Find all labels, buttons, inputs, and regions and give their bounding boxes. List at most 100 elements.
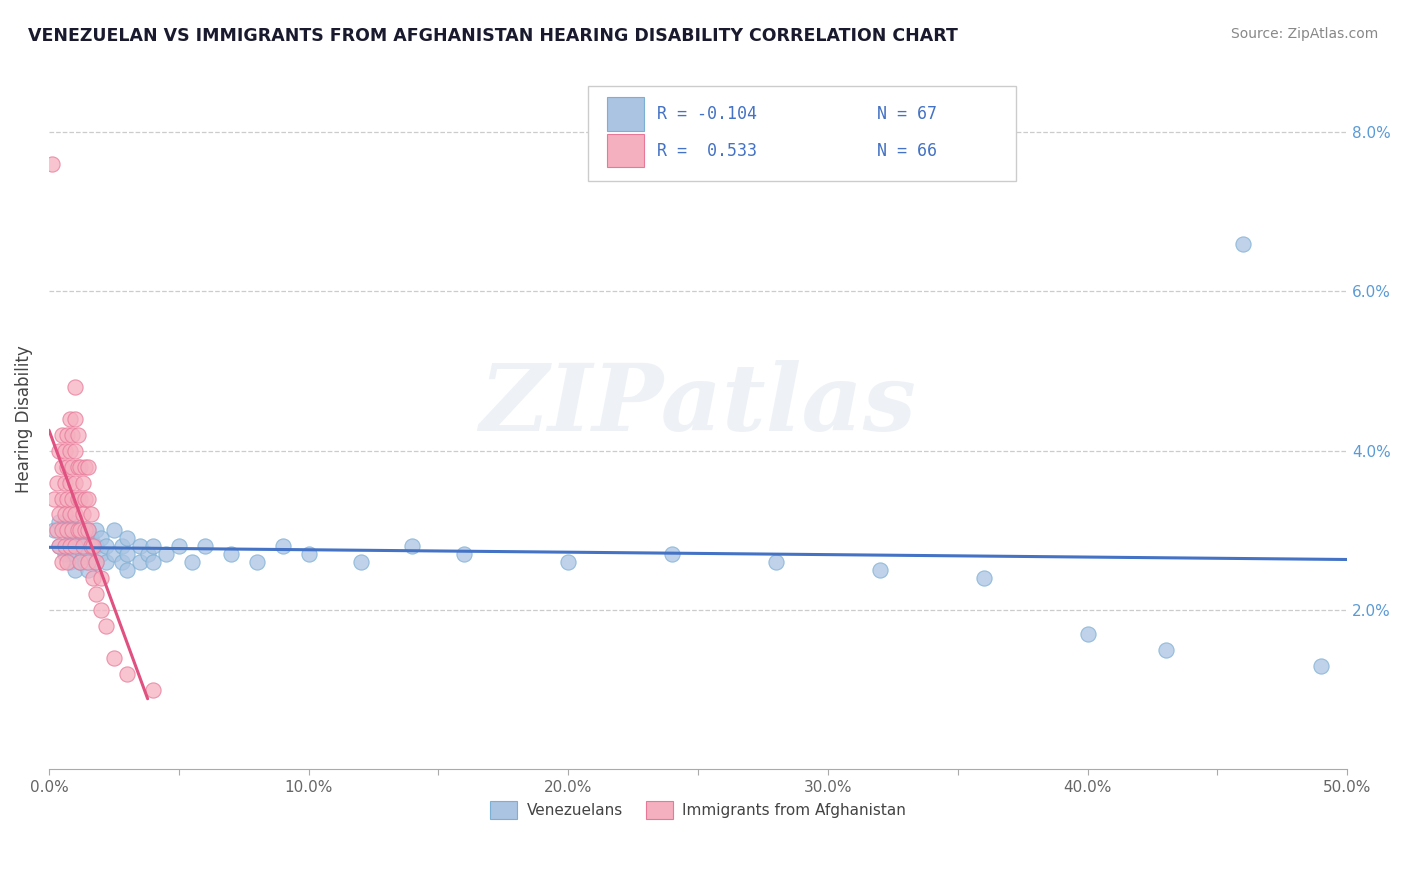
Point bbox=[48, 516, 70, 530]
Point bbox=[66, 524, 89, 538]
Point bbox=[53, 539, 76, 553]
Point bbox=[48, 539, 70, 553]
Point bbox=[90, 547, 112, 561]
Point bbox=[142, 555, 165, 569]
Point bbox=[56, 539, 79, 553]
Point bbox=[69, 555, 91, 569]
Point bbox=[557, 555, 579, 569]
Point bbox=[59, 539, 82, 553]
Point bbox=[51, 459, 73, 474]
Point bbox=[136, 547, 159, 561]
Point bbox=[63, 443, 86, 458]
Point bbox=[1077, 627, 1099, 641]
Point bbox=[56, 427, 79, 442]
FancyBboxPatch shape bbox=[588, 86, 1017, 181]
Point bbox=[56, 555, 79, 569]
Point bbox=[765, 555, 787, 569]
Point bbox=[75, 539, 97, 553]
Point bbox=[56, 524, 79, 538]
Point bbox=[53, 516, 76, 530]
Point bbox=[60, 532, 83, 546]
Point bbox=[84, 587, 107, 601]
Point bbox=[84, 555, 107, 569]
Point bbox=[59, 443, 82, 458]
Point bbox=[56, 524, 79, 538]
Point bbox=[155, 547, 177, 561]
Point bbox=[63, 524, 86, 538]
Point bbox=[69, 555, 91, 569]
Point bbox=[194, 539, 217, 553]
Point bbox=[401, 539, 423, 553]
Point bbox=[103, 524, 125, 538]
Point bbox=[94, 555, 117, 569]
Point bbox=[111, 539, 134, 553]
Point bbox=[82, 539, 104, 553]
Legend: Venezuelans, Immigrants from Afghanistan: Venezuelans, Immigrants from Afghanistan bbox=[484, 795, 912, 825]
Text: N = 67: N = 67 bbox=[877, 105, 938, 123]
Point bbox=[90, 603, 112, 617]
Point bbox=[128, 539, 150, 553]
Point bbox=[59, 539, 82, 553]
Point bbox=[60, 524, 83, 538]
Point bbox=[77, 563, 100, 577]
Point bbox=[48, 508, 70, 522]
Point bbox=[84, 524, 107, 538]
Point bbox=[77, 459, 100, 474]
Point bbox=[69, 524, 91, 538]
Point bbox=[59, 555, 82, 569]
Point bbox=[41, 157, 63, 171]
Point bbox=[115, 532, 138, 546]
Point bbox=[180, 555, 202, 569]
Point bbox=[1154, 643, 1177, 657]
Bar bbox=[607, 134, 644, 168]
Point bbox=[75, 555, 97, 569]
Point bbox=[79, 508, 101, 522]
Point bbox=[66, 532, 89, 546]
Y-axis label: Hearing Disability: Hearing Disability bbox=[15, 345, 32, 492]
Point bbox=[72, 547, 94, 561]
Point bbox=[90, 532, 112, 546]
Point bbox=[973, 571, 995, 585]
Point bbox=[869, 563, 891, 577]
Point bbox=[1310, 658, 1333, 673]
Point bbox=[56, 459, 79, 474]
Point bbox=[219, 547, 242, 561]
Point bbox=[77, 555, 100, 569]
Point bbox=[51, 555, 73, 569]
Text: R = -0.104: R = -0.104 bbox=[657, 105, 756, 123]
Text: VENEZUELAN VS IMMIGRANTS FROM AFGHANISTAN HEARING DISABILITY CORRELATION CHART: VENEZUELAN VS IMMIGRANTS FROM AFGHANISTA… bbox=[28, 27, 957, 45]
Point bbox=[103, 650, 125, 665]
Point bbox=[60, 459, 83, 474]
Point bbox=[72, 532, 94, 546]
Text: ZIPatlas: ZIPatlas bbox=[479, 359, 917, 450]
Point bbox=[103, 547, 125, 561]
Point bbox=[82, 539, 104, 553]
Point bbox=[75, 491, 97, 506]
Point bbox=[51, 491, 73, 506]
Point bbox=[115, 547, 138, 561]
Point bbox=[142, 539, 165, 553]
Point bbox=[63, 508, 86, 522]
Point bbox=[72, 475, 94, 490]
Point bbox=[63, 539, 86, 553]
Point bbox=[94, 539, 117, 553]
Point bbox=[77, 491, 100, 506]
Point bbox=[271, 539, 294, 553]
Bar bbox=[607, 97, 644, 131]
Point bbox=[79, 539, 101, 553]
Point bbox=[60, 427, 83, 442]
Point bbox=[63, 475, 86, 490]
Point bbox=[84, 555, 107, 569]
Text: R =  0.533: R = 0.533 bbox=[657, 142, 756, 160]
Point bbox=[48, 539, 70, 553]
Point bbox=[63, 380, 86, 394]
Point bbox=[44, 491, 66, 506]
Point bbox=[63, 563, 86, 577]
Point bbox=[453, 547, 475, 561]
Point bbox=[75, 459, 97, 474]
Point bbox=[59, 412, 82, 426]
Point bbox=[72, 508, 94, 522]
Point bbox=[298, 547, 321, 561]
Point bbox=[53, 475, 76, 490]
Point bbox=[77, 547, 100, 561]
